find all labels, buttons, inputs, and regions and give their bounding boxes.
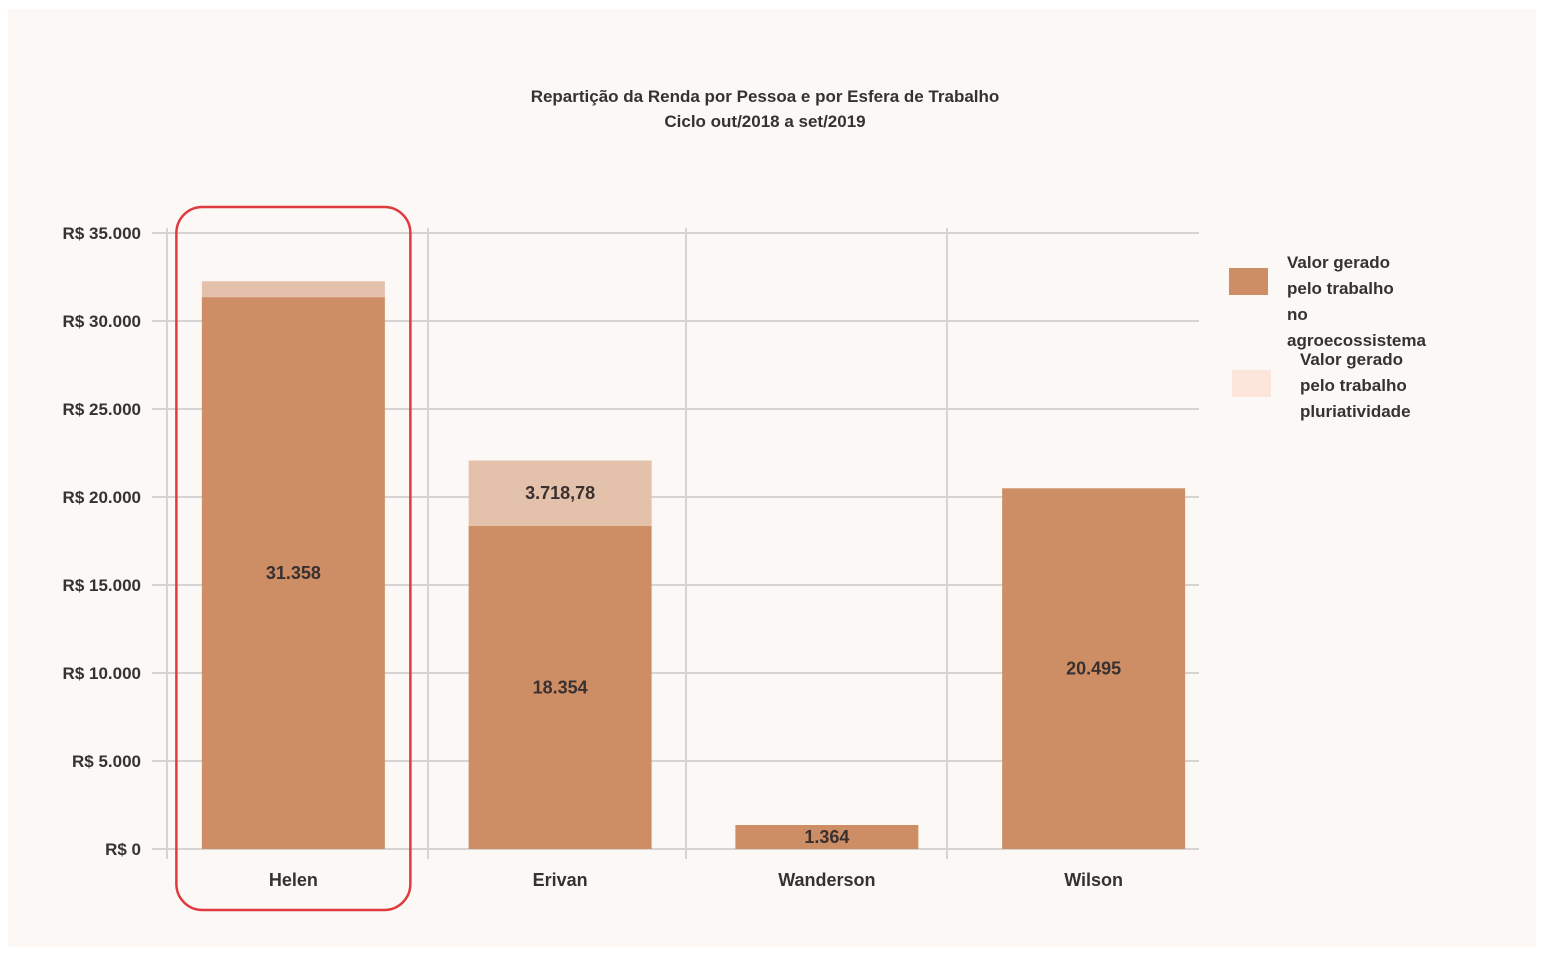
legend-swatch-pluriatividade [1232,370,1271,397]
chart-title: Repartição da Renda por Pessoa e por Esf… [530,87,1000,106]
y-tick-label: R$ 35.000 [63,224,141,243]
y-tick-label: R$ 20.000 [63,488,141,507]
x-tick-label: Erivan [533,870,588,890]
x-tick-label: Helen [269,870,318,890]
chart-subtitle: Ciclo out/2018 a set/2019 [664,112,866,131]
bar-helen-pluriatividade [201,281,385,298]
y-tick-label: R$ 15.000 [63,576,141,595]
data-label: 3.718,78 [525,483,595,503]
y-tick-label: R$ 10.000 [63,664,141,683]
data-label: 1.364 [804,827,849,847]
highlight-outline-helen [175,205,412,912]
data-label: 20.495 [1066,659,1121,679]
y-tick-label: R$ 30.000 [63,312,141,331]
data-label: 18.354 [533,677,588,697]
bar-helen-agroecossistema [201,297,385,849]
x-tick-label: Wilson [1064,870,1123,890]
bar-wilson-agroecossistema [1002,488,1186,849]
y-tick-label: R$ 5.000 [72,752,141,771]
bar-erivan-agroecossistema [468,525,652,849]
data-label: 31.358 [266,563,321,583]
legend-label-agroecossistema: Valor gerado pelo trabalho no agroecossi… [1287,253,1426,350]
y-tick-label: R$ 0 [105,840,141,859]
y-tick-label: R$ 25.000 [63,400,141,419]
x-tick-label: Wanderson [778,870,875,890]
bar-erivan-pluriatividade [468,460,652,526]
legend-swatch-agroecossistema [1229,268,1268,295]
chart-title-block: Repartição da Renda por Pessoa e por Esf… [0,84,1530,134]
bar-wanderson-agroecossistema [735,824,919,849]
legend-label-pluriatividade: Valor gerado pelo trabalho pluriatividad… [1300,350,1411,421]
